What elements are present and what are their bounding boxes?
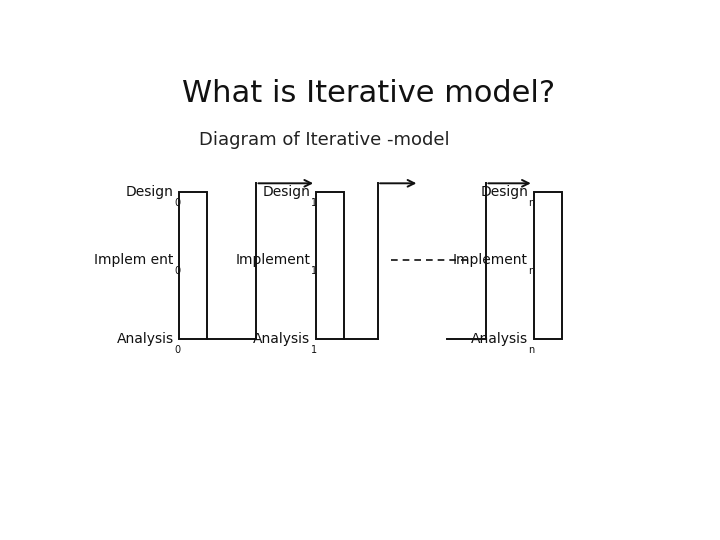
Text: Design: Design [126, 185, 174, 199]
Bar [179, 192, 207, 339]
Text: Design: Design [480, 185, 528, 199]
Text: Analysis: Analysis [471, 332, 528, 346]
Text: 0: 0 [174, 266, 181, 276]
Text: Implem ent: Implem ent [94, 253, 174, 267]
Bar [534, 192, 562, 339]
Bar [316, 192, 344, 339]
Text: Analysis: Analysis [117, 332, 174, 346]
Text: n: n [528, 266, 535, 276]
Text: Implement: Implement [453, 253, 528, 267]
Text: n: n [528, 198, 535, 208]
Text: Diagram of Iterative -model: Diagram of Iterative -model [199, 131, 450, 149]
Text: 1: 1 [311, 346, 317, 355]
Text: n: n [528, 346, 535, 355]
Text: Implement: Implement [235, 253, 310, 267]
Text: 0: 0 [174, 198, 181, 208]
Text: 1: 1 [311, 198, 317, 208]
Text: 1: 1 [311, 266, 317, 276]
Text: 0: 0 [174, 346, 181, 355]
Text: Analysis: Analysis [253, 332, 310, 346]
Text: What is Iterative model?: What is Iterative model? [182, 79, 556, 109]
Text: Design: Design [263, 185, 310, 199]
